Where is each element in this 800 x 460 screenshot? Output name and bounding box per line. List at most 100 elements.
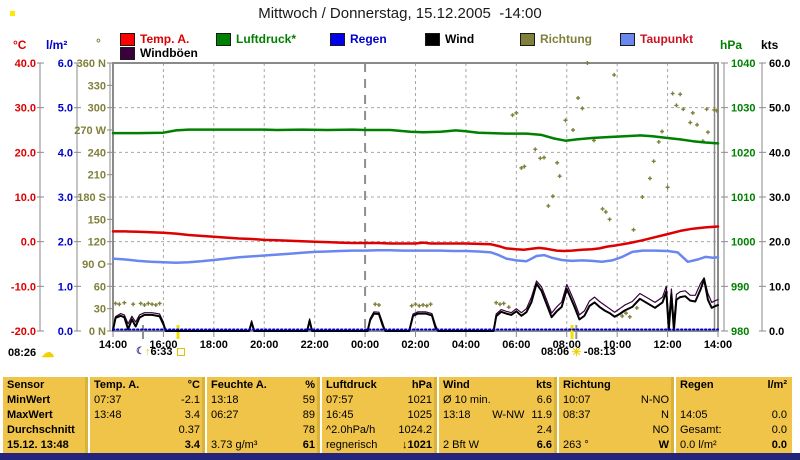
direction-axis-tick-label: 180 S <box>77 192 106 204</box>
direction-axis-tick-label: 150 <box>88 214 106 226</box>
direction-dot <box>670 91 675 96</box>
direction-dot <box>153 302 158 307</box>
table-cell: 14:05 0.0 <box>676 407 792 422</box>
sunrise-start-label: 08:06 <box>541 346 570 358</box>
temp-axis-tick-label: 20.0 <box>15 147 36 159</box>
legend-swatch-icon <box>620 32 635 46</box>
direction-dot <box>705 130 710 135</box>
column-header-unit: kts <box>536 378 552 391</box>
direction-dot <box>373 302 378 307</box>
cell-value: 1025 <box>407 408 432 421</box>
legend-swatch-icon <box>216 32 231 46</box>
legend-label: Luftdruck* <box>236 32 296 46</box>
column-header-label: Feuchte A. <box>211 378 267 391</box>
time-axis-tick-label: 12:00 <box>654 339 682 351</box>
table-column-feuchtea: Feuchte A.% 13:18 59 06:27 89 78 3.73 g/m³ 61 <box>205 377 320 454</box>
cell-value: 3.4 <box>184 438 200 451</box>
table-row-label-text: Durchschnitt <box>7 423 75 436</box>
legend-item-wind: Wind <box>425 32 474 46</box>
cell-value: W <box>658 438 669 451</box>
direction-dot <box>660 129 665 134</box>
column-header-unit: l/m² <box>767 378 787 391</box>
direction-dot <box>674 103 679 108</box>
time-axis-tick-label: 14:00 <box>99 339 127 351</box>
direction-dot <box>678 92 683 97</box>
direction-dot <box>142 302 147 307</box>
cell-value: 1021 <box>407 393 432 406</box>
direction-axis-tick-label: 30 <box>94 304 106 316</box>
time-axis-tick-label: 06:00 <box>502 339 530 351</box>
table-row-label-text: MinWert <box>7 393 51 406</box>
wind-axis-tick-label: 40.0 <box>769 147 790 159</box>
direction-dot <box>376 302 381 307</box>
table-cell: Gesamt: 0.0 <box>676 422 792 437</box>
temp-axis-tick-label: 40.0 <box>15 58 36 70</box>
rain-axis-tick-label: 1.0 <box>58 281 73 293</box>
table-cell: 16:45 1025 <box>322 407 437 422</box>
table-row-label-text: MaxWert <box>7 408 53 421</box>
cell-text: 2 Bft W <box>443 438 480 451</box>
wind-axis-tick-label: 0.0 <box>769 326 784 338</box>
legend-label: Regen <box>350 32 387 46</box>
cell-value: NO <box>652 423 670 436</box>
legend-swatch-icon <box>330 32 345 46</box>
status-dot <box>10 11 15 16</box>
time-axis-tick-label: 22:00 <box>301 339 329 351</box>
cell-value: 6.6 <box>536 393 552 406</box>
direction-dot <box>651 159 656 164</box>
direction-dot <box>665 185 670 190</box>
direction-dot <box>117 302 122 307</box>
cell-text: 08:37 <box>563 408 591 421</box>
cell-text: 263 ° <box>563 438 589 451</box>
time-axis-tick-label: 02:00 <box>401 339 429 351</box>
time-axis-tick-label: 08:00 <box>553 339 581 351</box>
cell-text: 16:45 <box>326 408 354 421</box>
table-cell: 2 Bft W 6.6 <box>439 437 557 452</box>
pressure-axis-tick-label: 1010 <box>731 192 755 204</box>
cell-text: Gesamt: <box>680 423 722 436</box>
direction-dot <box>631 227 636 232</box>
page-title: Mittwoch / Donnerstag, 15.12.2005 -14:00 <box>258 5 542 22</box>
sunrise-end-label: -08:13 <box>583 346 616 358</box>
table-column-wind: Wind kts Ø 10 min. 6.6 13:18 W-NW 11.9 2.4 2 Bft… <box>437 377 557 454</box>
temp-axis-tick-label: 30.0 <box>15 103 36 115</box>
column-header-label: Regen <box>680 378 714 391</box>
cell-text: 07:57 <box>326 393 354 406</box>
sensor-summary-table: Sensor MinWert MaxWert Durchschnitt 15.12. 1… <box>2 376 793 455</box>
rain-axis-tick-label: 3.0 <box>58 192 73 204</box>
direction-dot <box>501 301 506 306</box>
tempa-line <box>111 225 720 253</box>
column-header-unit: % <box>305 378 315 391</box>
direction-dot <box>563 118 568 123</box>
direction-dot <box>550 194 555 199</box>
cell-value: 0.0 <box>771 408 787 421</box>
direction-dot <box>688 120 693 125</box>
time-axis-tick-label: 16:00 <box>149 339 177 351</box>
direction-dot <box>656 139 661 144</box>
temp-axis-unit: °C <box>13 38 27 52</box>
time-axis-tick-label: 00:00 <box>351 339 379 351</box>
table-column-header: Wind kts <box>439 377 557 392</box>
pressure-axis-tick-label: 1020 <box>731 147 755 159</box>
table-column-luftdruck: Luftdruck hPa 07:57 1021 16:45 1025 ^2.0hPa/h 1… <box>320 377 437 454</box>
table-cell: 13:48 3.4 <box>90 407 205 422</box>
cell-text: Ø 10 min. <box>443 393 491 406</box>
direction-dot <box>576 95 581 100</box>
direction-dot <box>150 302 155 307</box>
direction-dot <box>131 302 136 307</box>
wind-axis-tick-label: 50.0 <box>769 103 790 115</box>
wind-axis-tick-label: 10.0 <box>769 281 790 293</box>
time-axis-tick-label: 14:00 <box>704 339 732 351</box>
cell-text: 13:18 <box>211 393 239 406</box>
sunset-annotation: ☾ ↑ 6:33 <box>136 346 185 358</box>
rain-axis-tick-label: 4.0 <box>58 147 73 159</box>
table-column-sensor: Sensor MinWert MaxWert Durchschnitt 15.12. 1… <box>3 377 88 454</box>
direction-dot <box>138 301 143 306</box>
legend-item-windben: Windböen <box>120 46 198 60</box>
taupunkt-line <box>111 248 720 264</box>
direction-dot <box>712 107 717 112</box>
pressure-axis-tick-label: 1000 <box>731 237 755 249</box>
wind-axis-tick-label: 30.0 <box>769 192 790 204</box>
direction-dot <box>585 61 590 65</box>
cell-value: 1024.2 <box>398 423 432 436</box>
